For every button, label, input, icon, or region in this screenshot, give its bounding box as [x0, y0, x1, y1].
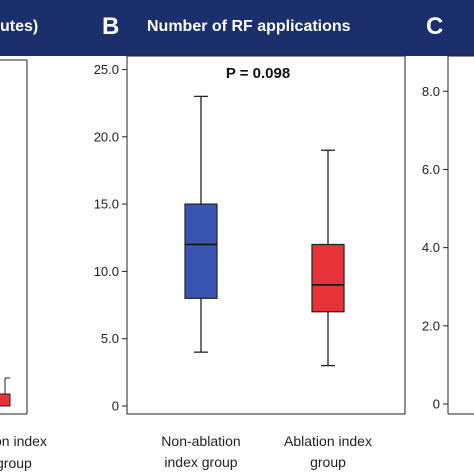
panel-b: 0 5.0 10.0 15.0 20.0 25.0 P = 0.098 Non-ablat… — [94, 55, 406, 470]
panel-b-boxes — [184, 95, 345, 367]
panel-a: on index group — [0, 59, 47, 471]
category-label-ablation-line-1: Ablation index — [284, 433, 372, 449]
box-plot-ablation — [311, 149, 345, 367]
panel-header-banner: utes) B Number of RF applications C — [0, 0, 474, 56]
panel-b-title: Number of RF applications — [147, 18, 351, 35]
panel-c-y-tick-label: 4.0 — [422, 240, 440, 255]
iqr-box — [184, 203, 218, 299]
category-label-non-ablation-line-1: Non-ablation — [161, 433, 240, 449]
panel-b-frame — [126, 55, 406, 415]
panel-c-y-tick-label: 0 — [433, 397, 440, 412]
panel-c-y-tick-label: 8.0 — [422, 84, 440, 99]
panel-c-y-tick-label: 6.0 — [422, 162, 440, 177]
panel-a-category-line-1: on index — [0, 433, 47, 449]
panel-c-letter: C — [426, 13, 444, 40]
panel-b-letter: B — [102, 13, 120, 40]
panel-a-title: utes) — [0, 18, 39, 35]
panel-b-y-axis: 0 5.0 10.0 15.0 20.0 25.0 — [94, 62, 127, 414]
panel-b-y-tick-label: 20.0 — [94, 129, 119, 144]
box-plot-non-ablation — [184, 95, 218, 353]
panel-c: 0 2.0 4.0 6.0 8.0 — [422, 55, 474, 415]
panel-c-y-axis: 0 2.0 4.0 6.0 8.0 — [422, 84, 448, 412]
category-label-non-ablation-line-2: index group — [164, 454, 237, 470]
panel-c-y-tick-label: 2.0 — [422, 318, 440, 333]
category-label-ablation-line-2: group — [310, 454, 346, 470]
panel-b-y-tick-label: 25.0 — [94, 62, 119, 77]
panel-b-y-tick-label: 10.0 — [94, 264, 119, 279]
p-value-annotation: P = 0.098 — [226, 65, 290, 82]
iqr-box — [311, 243, 345, 313]
panel-a-box — [0, 393, 11, 407]
panel-a-category-line-2: group — [0, 455, 32, 471]
panel-b-y-tick-label: 15.0 — [94, 197, 119, 212]
panel-b-y-tick-label: 5.0 — [101, 331, 119, 346]
panel-b-y-tick-label: 0 — [112, 399, 119, 414]
